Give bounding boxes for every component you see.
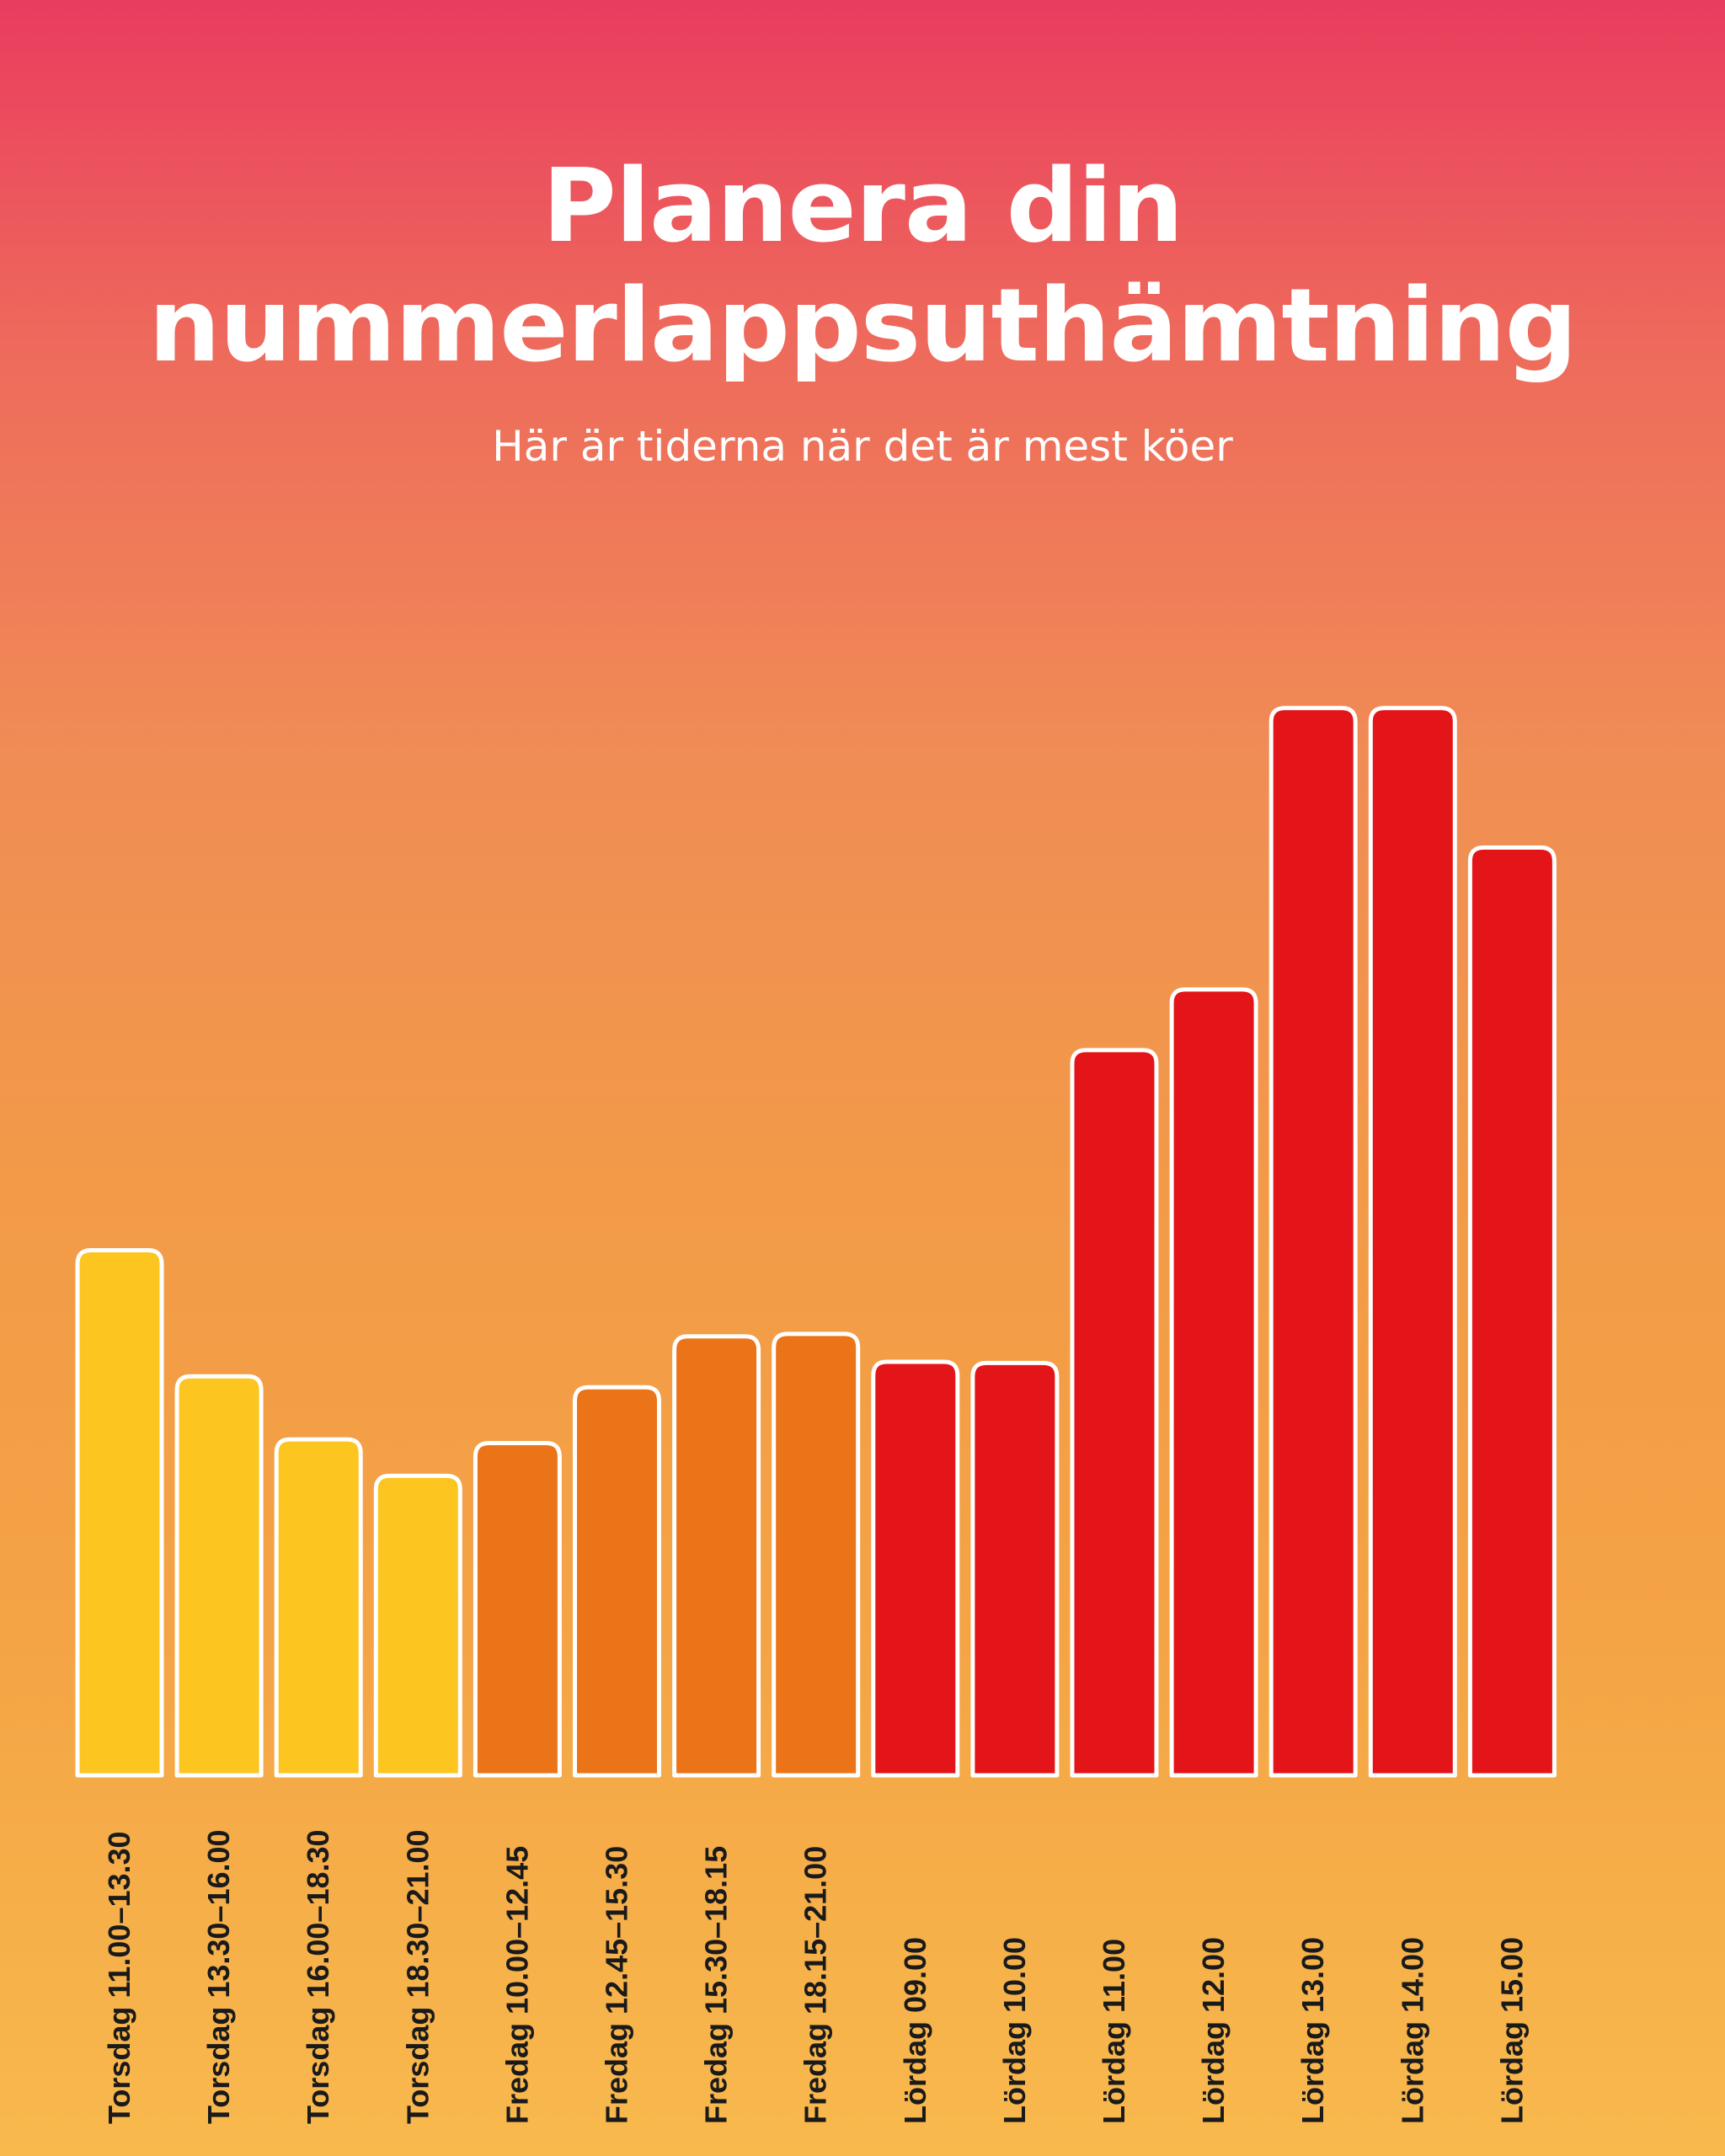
tick-label-4: Torsdag 18.30–21.00 [400, 1829, 435, 2124]
tick-labels-group: Torsdag 11.00–13.30 Torsdag 13.30–16.00 To… [102, 1829, 1529, 2124]
tick-label-13: Lördag 13.00 [1295, 1937, 1330, 2124]
bars-group [75, 706, 1557, 1778]
bar-15 [1467, 845, 1557, 1778]
tick-label-14: Lördag 14.00 [1395, 1937, 1429, 2124]
bar-10 [970, 1360, 1060, 1778]
tick-label-11: Lördag 11.00 [1097, 1939, 1131, 2124]
bar-12 [1169, 987, 1258, 1778]
tick-label-15: Lördag 15.00 [1494, 1937, 1529, 2124]
tick-label-5: Fredag 10.00–12.45 [499, 1846, 534, 2124]
tick-label-10: Lördag 10.00 [997, 1937, 1032, 2124]
bar-8 [772, 1331, 861, 1778]
page-title: Planera din nummerlappsuthämtning [148, 148, 1577, 385]
tick-label-9: Lördag 09.00 [898, 1937, 932, 2124]
page-subtitle: Här är tiderna när det är mest köer [492, 422, 1233, 471]
bar-4 [373, 1473, 462, 1778]
tick-label-2: Torsdag 13.30–16.00 [201, 1829, 236, 2124]
tick-label-12: Lördag 12.00 [1196, 1937, 1231, 2124]
bar-13 [1268, 706, 1358, 1778]
bar-11 [1070, 1048, 1159, 1778]
tick-label-8: Fredag 18.15–21.00 [798, 1846, 833, 2124]
tick-label-7: Fredag 15.30–18.15 [699, 1846, 734, 2124]
bar-6 [573, 1385, 661, 1778]
bar-1 [75, 1247, 164, 1778]
bar-14 [1368, 706, 1457, 1778]
bar-9 [871, 1359, 960, 1778]
tick-label-3: Torsdag 16.00–18.30 [301, 1829, 335, 2124]
tick-label-6: Fredag 12.45–15.30 [600, 1846, 634, 2124]
bar-2 [174, 1374, 264, 1778]
bar-5 [473, 1440, 562, 1778]
bar-7 [672, 1334, 761, 1778]
tick-label-1: Torsdag 11.00–13.30 [102, 1831, 136, 2124]
bar-3 [274, 1437, 363, 1778]
